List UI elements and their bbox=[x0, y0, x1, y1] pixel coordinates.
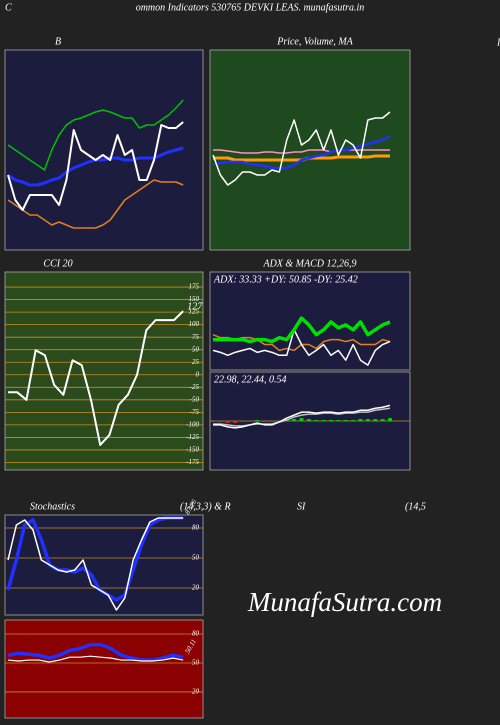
histogram-bar bbox=[218, 421, 223, 422]
cut-title: I bbox=[496, 37, 500, 48]
series-line bbox=[212, 329, 391, 366]
histogram-bar bbox=[306, 419, 311, 421]
y-tick-label: 50 bbox=[192, 345, 200, 353]
stoch-title: (14,5 bbox=[405, 501, 426, 512]
y-tick-label: -125 bbox=[186, 433, 199, 441]
histogram-bar bbox=[292, 419, 297, 421]
histogram-bar bbox=[225, 421, 230, 423]
y-tick-label: 175 bbox=[189, 283, 200, 291]
y-tick-label: 75 bbox=[192, 333, 200, 341]
y-tick-label: 150 bbox=[189, 295, 200, 303]
histogram-bar bbox=[240, 421, 245, 422]
stoch-title: SI bbox=[297, 501, 306, 512]
series-line bbox=[7, 655, 184, 663]
series-line bbox=[213, 404, 391, 429]
histogram-bar bbox=[270, 421, 274, 422]
end-label: 127 bbox=[187, 301, 203, 312]
y-tick-label: -25 bbox=[190, 383, 200, 391]
histogram-bar bbox=[247, 421, 252, 422]
y-tick-label: 50 bbox=[192, 659, 200, 667]
panel-subtitle: ADX: 33.33 +DY: 50.85 -DY: 25.42 bbox=[213, 274, 358, 285]
histogram-bar bbox=[365, 419, 370, 421]
histogram-bar bbox=[329, 420, 333, 421]
histogram-bar bbox=[373, 419, 378, 421]
y-tick-label: 20 bbox=[192, 688, 200, 696]
y-tick-label: -175 bbox=[186, 458, 199, 466]
panel bbox=[4, 271, 204, 471]
panel bbox=[4, 514, 204, 616]
stoch-title: (14,3,3) & R bbox=[180, 501, 231, 512]
series-line bbox=[213, 149, 390, 154]
histogram-bar bbox=[388, 418, 392, 421]
panel-title: CCI 20 bbox=[43, 258, 72, 269]
histogram-bar bbox=[299, 418, 304, 421]
y-tick-label: -75 bbox=[190, 408, 200, 416]
histogram-bar bbox=[262, 421, 267, 422]
histogram-bar bbox=[211, 421, 215, 422]
y-tick-label: 80 bbox=[192, 524, 200, 532]
histogram-bar bbox=[255, 420, 260, 421]
series-line bbox=[7, 179, 184, 229]
stoch-title: Stochastics bbox=[30, 501, 75, 512]
histogram-bar bbox=[336, 420, 341, 421]
page-title: ommon Indicators 530765 DEVKI LEAS. muna… bbox=[136, 2, 365, 13]
panel bbox=[4, 619, 204, 719]
series-line bbox=[7, 121, 184, 211]
watermark: MunafaSutra.com bbox=[247, 587, 442, 617]
series-line bbox=[212, 134, 391, 170]
corner-label: C bbox=[5, 2, 12, 13]
series-line bbox=[7, 642, 184, 662]
y-tick-label: 80 bbox=[192, 630, 200, 638]
series-line bbox=[6, 516, 184, 602]
series-line bbox=[212, 111, 391, 186]
y-tick-label: 50 bbox=[192, 554, 200, 562]
histogram-bar bbox=[351, 420, 356, 421]
histogram-bar bbox=[380, 419, 385, 421]
series-line bbox=[213, 407, 391, 427]
histogram-bar bbox=[321, 420, 326, 421]
panel-title: B bbox=[55, 36, 61, 47]
y-tick-label: 25 bbox=[192, 358, 200, 366]
histogram-bar bbox=[233, 421, 238, 423]
y-tick-label: -150 bbox=[186, 446, 199, 454]
panel-title: ADX & MACD 12,26,9 bbox=[262, 258, 356, 269]
panel-subtitle: 22.98, 22.44, 0.54 bbox=[214, 374, 287, 385]
histogram-bar bbox=[343, 420, 348, 421]
panel bbox=[4, 49, 204, 251]
histogram-bar bbox=[314, 420, 319, 421]
y-tick-label: -50 bbox=[190, 395, 200, 403]
y-tick-label: 125 bbox=[189, 308, 200, 316]
panel-title: Price, Volume, MA bbox=[276, 36, 353, 47]
histogram-bar bbox=[358, 419, 363, 421]
series-line bbox=[7, 99, 184, 171]
y-tick-label: 100 bbox=[189, 320, 200, 328]
series-line bbox=[8, 310, 184, 446]
y-tick-label: -100 bbox=[186, 420, 199, 428]
y-tick-label: 0 bbox=[196, 370, 200, 378]
series-line bbox=[7, 517, 184, 611]
series-line bbox=[213, 316, 391, 344]
y-tick-label: 20 bbox=[192, 584, 200, 592]
